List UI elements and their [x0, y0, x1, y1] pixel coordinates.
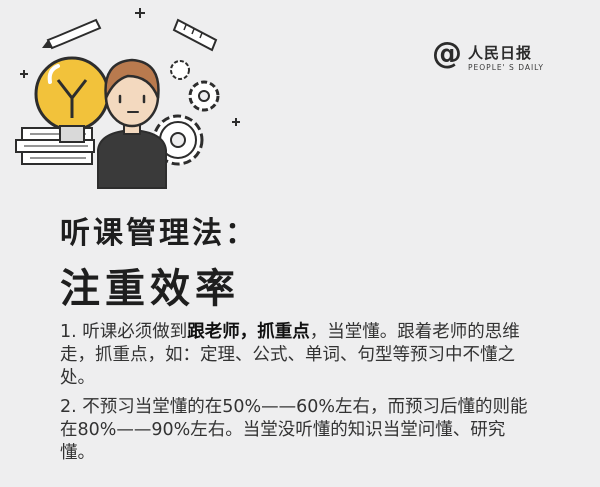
peoples-daily-logo: @ 人民日报 PEOPLE' S DAILY: [432, 36, 582, 78]
page-title: 听课管理法：: [60, 216, 258, 251]
tip-1-emphasis: 跟老师，抓重点: [187, 322, 310, 342]
logo-at-symbol: @: [432, 36, 462, 71]
person-avatar: [97, 58, 167, 189]
tip-paragraph-2: 2. 不预习当堂懂的在50%——60%左右，而预习后懂的则能在80%——90%左…: [60, 397, 528, 463]
header-illustration: [15, 8, 240, 189]
logo-chinese-name: 人民日报: [468, 44, 533, 62]
logo-english-name: PEOPLE' S DAILY: [468, 63, 544, 72]
ruler-icon: [172, 18, 218, 52]
lightbulb-icon: [34, 56, 110, 143]
page-subtitle: 注重效率: [60, 266, 240, 312]
tips-body: 1. 听课必须做到跟老师，抓重点，当堂懂。跟着老师的思维走，抓重点，如：定理、公…: [60, 321, 540, 471]
tip-paragraph-1: 1. 听课必须做到跟老师，抓重点，当堂懂。跟着老师的思维走，抓重点，如：定理、公…: [60, 321, 540, 390]
tip-1-text-start: 1. 听课必须做到: [60, 322, 188, 342]
pencil-icon: [42, 18, 102, 50]
tip-1-text-end: ，当堂懂。跟着老师的思维走，抓重点，如：定理、公式、单词、句型等预习中不懂之处。: [60, 322, 520, 388]
sparkle-icon: [20, 8, 240, 126]
